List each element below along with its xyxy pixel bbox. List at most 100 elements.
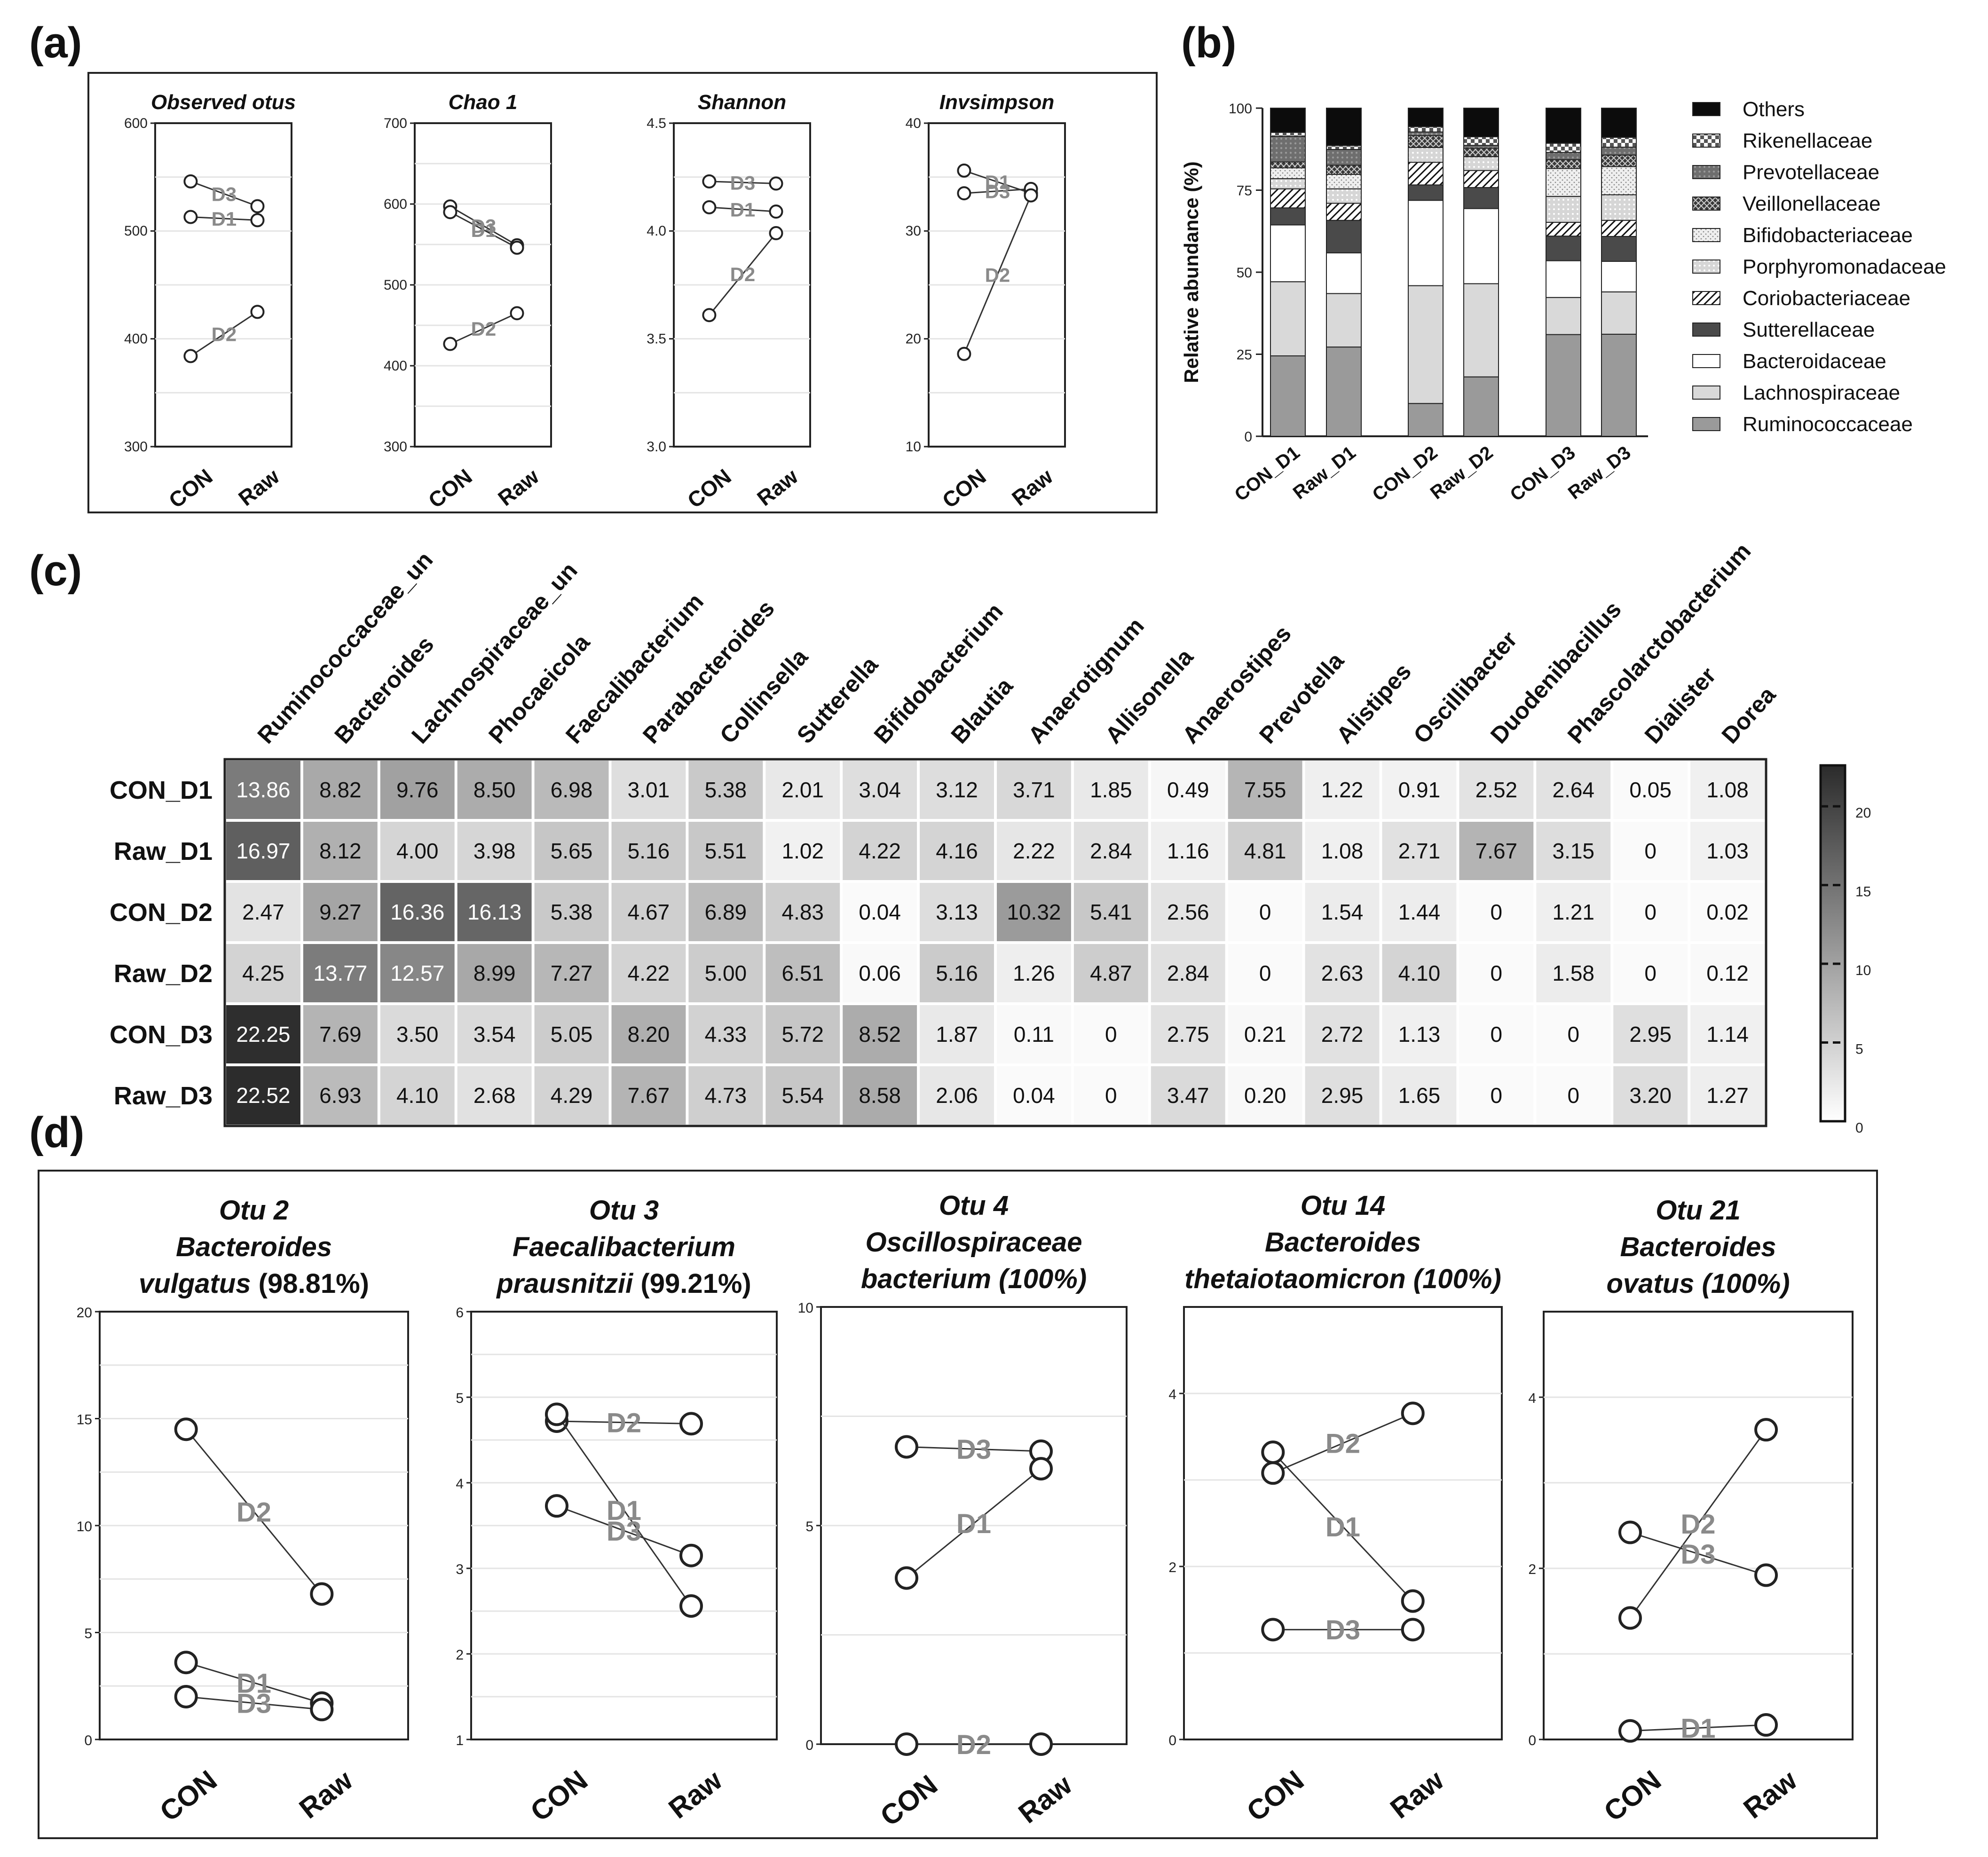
y-tick-label: 700	[384, 116, 407, 131]
heatmap-cell	[997, 1005, 1071, 1063]
heatmap-cell	[380, 1005, 455, 1063]
heatmap-cell	[1228, 761, 1302, 819]
bar-segment	[1601, 220, 1637, 237]
x-category-label: CON_D1	[1231, 442, 1304, 505]
data-point	[957, 163, 971, 178]
plot-title-line: Bacteroides	[1620, 1232, 1776, 1262]
heatmap-cell	[1305, 944, 1380, 1002]
y-tick-label: 15	[77, 1412, 92, 1427]
plot-title-text: Bacteroides	[1265, 1227, 1421, 1258]
data-point	[679, 1412, 703, 1436]
heatmap-cell-value: 0.20	[1244, 1083, 1286, 1108]
x-category-label: Raw	[293, 1764, 359, 1825]
series-label: D2	[471, 318, 497, 340]
data-point	[1024, 188, 1038, 203]
heatmap-cell	[1151, 1066, 1225, 1125]
plot-title-line: vulgatus (98.81%)	[139, 1268, 369, 1299]
heatmap-cell	[1536, 883, 1611, 941]
series-label: D2	[985, 264, 1010, 286]
otu-3-plot: Otu 3 Faecalibacterium prausnitzii (99.21%…	[456, 1195, 778, 1827]
heatmap-cell-value: 4.73	[705, 1083, 747, 1108]
heatmap-cell	[1151, 944, 1225, 1002]
heatmap-cell-value: 4.87	[1090, 961, 1132, 985]
heatmap-cell	[1151, 761, 1225, 819]
heatmap-cell-value: 0	[1259, 961, 1271, 985]
heatmap-cell	[1690, 761, 1765, 819]
data-point	[1401, 1618, 1425, 1642]
y-tick-label: 30	[906, 223, 921, 239]
heatmap-cell-value: 3.01	[628, 778, 670, 802]
heatmap-cell-value: 5.65	[551, 839, 593, 863]
heatmap-cell-value: 2.71	[1398, 839, 1441, 863]
heatmap-cell	[920, 944, 994, 1002]
heatmap-cell	[457, 822, 532, 880]
plot-title-identity: (99.21%)	[633, 1268, 751, 1299]
plot-title-line: thetaiotaomicron (100%)	[1184, 1264, 1501, 1294]
heatmap-cell	[1073, 822, 1148, 880]
heatmap-cell	[688, 1066, 763, 1125]
data-point	[895, 1732, 918, 1756]
heatmap-cell-value: 9.27	[319, 900, 362, 924]
plot-title-line: Oscillospiraceae	[865, 1227, 1082, 1258]
otu-14-plot: Otu 14 Bacteroides thetaiotaomicron (100%)…	[1168, 1190, 1503, 1827]
data-point	[174, 1417, 198, 1441]
y-tick-label: 5	[84, 1626, 92, 1641]
y-tick-label: 2	[1168, 1560, 1176, 1575]
bar-segment	[1408, 403, 1444, 437]
bar-segment	[1408, 147, 1444, 163]
series-label: D1	[1680, 1713, 1715, 1744]
legend-swatch	[1692, 134, 1720, 148]
series-label: D2	[730, 263, 756, 285]
legend-label: Rikenellaceae	[1743, 129, 1872, 152]
legend-swatch	[1692, 165, 1720, 179]
heatmap-cell	[1459, 822, 1534, 880]
data-point	[1261, 1618, 1285, 1642]
bar-segment	[1408, 162, 1444, 186]
plot-title: Shannon	[698, 91, 786, 114]
heatmap-cell	[303, 822, 378, 880]
data-point	[1754, 1563, 1778, 1587]
bar-segment	[1408, 126, 1444, 133]
heatmap-cell-value: 1.21	[1552, 900, 1594, 924]
bar-segment	[1326, 220, 1362, 253]
heatmap-cell-value: 4.22	[628, 961, 670, 985]
heatmap-cell-value: 16.13	[467, 900, 521, 924]
y-tick-label: 5	[456, 1391, 464, 1406]
heatmap-cell-value: 2.01	[781, 778, 824, 802]
heatmap-cell	[1459, 1066, 1534, 1125]
heatmap-cell	[1536, 822, 1611, 880]
heatmap-cell	[1459, 1005, 1534, 1063]
plot-title-line: Otu 21	[1656, 1195, 1741, 1226]
heatmap-cell	[226, 822, 300, 880]
color-scale-bar	[1819, 764, 1846, 1123]
heatmap-cell-value: 4.10	[396, 1083, 439, 1108]
bar-segment	[1270, 167, 1306, 180]
heatmap-cell-value: 2.68	[473, 1083, 516, 1108]
heatmap-cell	[1382, 822, 1457, 880]
y-tick-label: 300	[124, 439, 148, 455]
heatmap-cell-value: 2.52	[1475, 778, 1518, 802]
plot-title-line: ovatus (100%)	[1606, 1268, 1790, 1299]
heatmap-cell	[920, 1005, 994, 1063]
heatmap-cell-value: 0.05	[1629, 778, 1672, 802]
heatmap-cell-value: 0	[1644, 839, 1657, 863]
legend-swatch	[1692, 354, 1720, 368]
plot-title-text: Otu 14	[1301, 1190, 1386, 1221]
bar-segment	[1546, 142, 1581, 153]
heatmap-cell	[380, 944, 455, 1002]
series-line	[1630, 1532, 1767, 1576]
heatmap-cell-value: 0	[1567, 1083, 1579, 1108]
heatmap-column-label: Parabacteroides	[638, 595, 780, 749]
series-line	[186, 1696, 322, 1710]
plot-title-line: prausnitzii (99.21%)	[496, 1268, 751, 1299]
heatmap-cell	[765, 1005, 840, 1063]
heatmap-cell-value: 0	[1644, 961, 1657, 985]
bar-segment	[1546, 260, 1581, 298]
bar-segment	[1463, 208, 1499, 284]
x-category-label: Raw_D1	[1289, 442, 1360, 503]
heatmap-cell	[1151, 822, 1225, 880]
heatmap-cell-value: 8.50	[473, 778, 516, 802]
heatmap-cell	[534, 1005, 609, 1063]
